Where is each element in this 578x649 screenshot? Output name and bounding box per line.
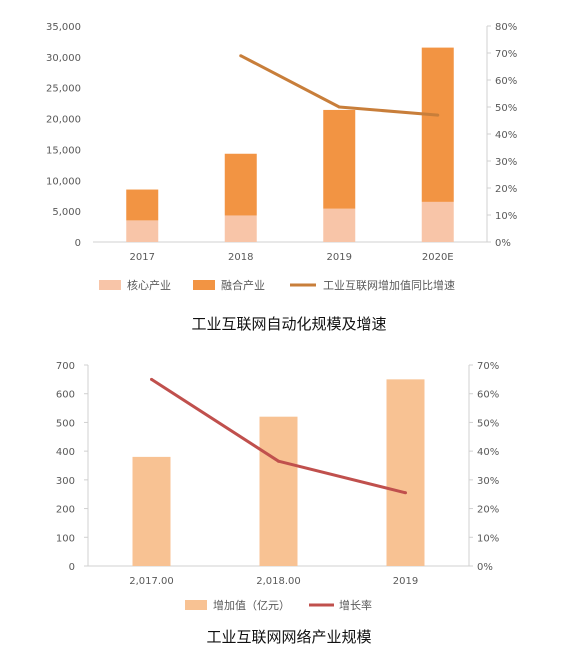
y-left-tick-label: 35,000 [46,22,81,33]
bar-core-industry [323,208,356,242]
y-right-tick-label: 20% [495,184,517,195]
legend-swatch-core-industry [99,280,121,290]
y-left-tick-label: 0 [69,562,75,573]
y-right-tick-label: 10% [477,533,499,544]
y-right-tick-label: 0% [495,238,511,249]
growth-rate-point [436,113,440,117]
x-tick-label: 2,018.00 [256,576,301,587]
y-left-tick-label: 5,000 [52,207,81,218]
growth-rate-point [239,54,243,58]
bar-added-value [386,379,425,566]
y-right-tick-label: 50% [477,418,499,429]
legend-label-added-value: 增加值（亿元） [213,598,290,612]
bar-core-industry [224,215,257,242]
legend-label-fusion-industry: 融合产业 [221,278,265,292]
legend-label-growth-rate: 工业互联网增加值同比增速 [323,278,455,292]
legend-label-growth-rate: 增长率 [339,598,372,612]
x-tick-label: 2019 [393,576,418,587]
bar-added-value [259,416,298,566]
chart-network-industry-scale: 0 100 200 300 400 500 600 700 0% 10% 20% 30% 40% 50% 6… [56,361,499,612]
x-tick-label: 2018 [228,252,253,263]
y-left-tick-label: 30,000 [46,53,81,64]
y-left-tick-label: 100 [56,533,75,544]
y-right-tick-label: 20% [477,505,499,516]
y-left-tick-label: 15,000 [46,145,81,156]
y-left-tick-label: 20,000 [46,115,81,126]
growth-rate-point [150,377,153,381]
y-right-tick-label: 0% [477,562,493,573]
y-right-tick-label: 10% [495,211,517,222]
y-left-tick-label: 600 [56,390,75,401]
growth-rate-point [277,459,280,463]
x-tick-label: 2,017.00 [129,576,174,587]
x-tick-label: 2019 [327,252,352,263]
y-right-tick-label: 50% [495,103,517,114]
y-left-tick-label: 400 [56,447,75,458]
y-left-tick-label: 25,000 [46,84,81,95]
chart-2-caption: 工业互联网网络产业规模 [206,628,372,646]
bar-core-industry [421,201,454,242]
y-right-tick-label: 30% [495,157,517,168]
bar-added-value [132,456,171,566]
y-right-tick-label: 70% [495,49,517,60]
y-right-tick-label: 60% [495,76,517,87]
y-right-tick-label: 60% [477,390,499,401]
y-left-tick-label: 500 [56,418,75,429]
bar-fusion-industry [323,109,356,209]
y-left-tick-label: 200 [56,505,75,516]
legend-swatch-fusion-industry [193,280,215,290]
y-right-tick-label: 40% [477,447,499,458]
y-left-tick-label: 300 [56,476,75,487]
x-tick-label: 2017 [130,252,155,263]
y-right-tick-label: 40% [495,130,517,141]
x-tick-label: 2020E [422,252,454,263]
bar-fusion-industry [421,47,454,202]
legend-label-core-industry: 核心产业 [127,278,171,292]
chart-1-caption: 工业互联网自动化规模及增速 [191,315,387,333]
bar-fusion-industry [126,189,159,221]
y-left-tick-label: 10,000 [46,176,81,187]
bar-fusion-industry [224,153,257,216]
y-left-tick-label: 0 [75,238,81,249]
y-left-tick-label: 700 [56,361,75,372]
growth-rate-point [337,105,341,109]
growth-rate-point [404,491,407,495]
y-right-tick-label: 30% [477,476,499,487]
bar-core-industry [126,220,159,242]
y-right-tick-label: 80% [495,22,517,33]
legend-swatch-added-value [185,600,207,610]
chart-automation-scale: 0 5,000 10,000 15,000 20,000 25,000 30,000 35,0… [46,22,517,292]
y-right-tick-label: 70% [477,361,499,372]
